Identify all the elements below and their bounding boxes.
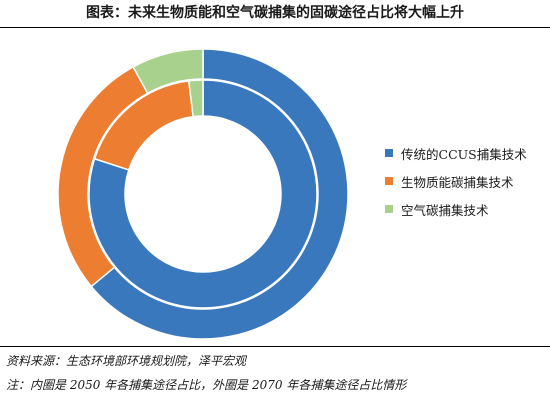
inner-slice-dac: [187, 79, 204, 118]
bottom-rule: [0, 346, 550, 347]
legend-label-ccus: 传统的CCUS捕集技术: [401, 146, 527, 162]
top-rule: [0, 27, 550, 28]
inner-slice-ccus: [88, 79, 318, 309]
legend-label-dac: 空气碳捕集技术: [401, 202, 489, 218]
chart-title: 图表：未来生物质能和空气碳捕集的固碳途径占比将大幅上升: [86, 5, 464, 21]
inner-ring: [88, 79, 318, 309]
footnote: 注：内圈是 2050 年各捕集途径占比，外圈是 2070 年各捕集途径占比情形: [6, 378, 407, 392]
outer-slice-dac: [132, 48, 204, 95]
outer-slice-ccus: [90, 48, 349, 340]
legend-swatch-beccs: [385, 177, 393, 185]
legend-item-beccs: 生物质能碳捕集技术: [385, 167, 545, 195]
outer-ring: [57, 48, 349, 340]
legend-swatch-dac: [385, 205, 393, 213]
legend-item-dac: 空气碳捕集技术: [385, 195, 545, 223]
source-note: 资料来源：生态环境部环境规划院，泽平宏观: [6, 354, 247, 368]
legend-swatch-ccus: [385, 149, 393, 157]
legend: 传统的CCUS捕集技术 生物质能碳捕集技术 空气碳捕集技术: [385, 139, 545, 223]
donut-chart: [57, 48, 349, 340]
legend-item-ccus: 传统的CCUS捕集技术: [385, 139, 545, 167]
legend-label-beccs: 生物质能碳捕集技术: [401, 174, 514, 190]
